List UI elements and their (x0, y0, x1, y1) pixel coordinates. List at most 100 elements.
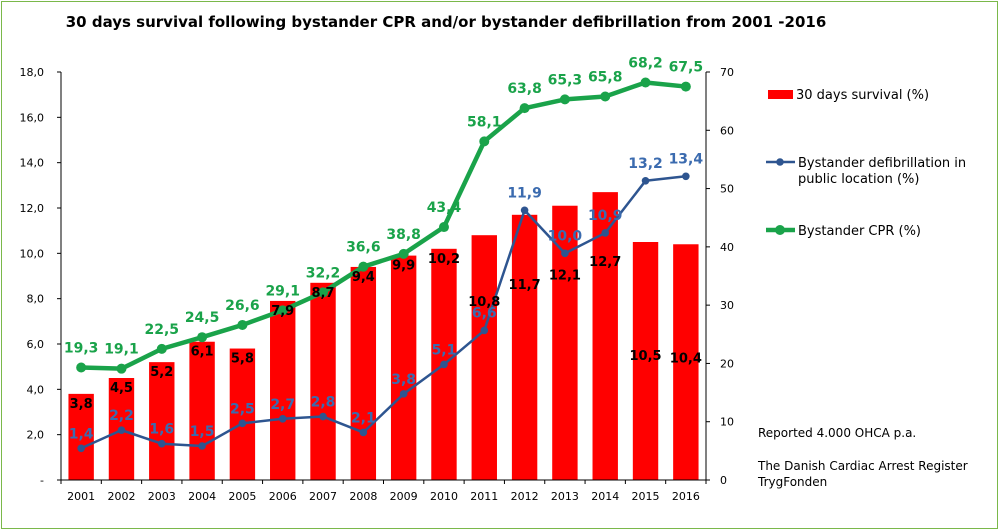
defib-point-2014 (601, 229, 610, 237)
bar-2015 (632, 242, 659, 480)
bar-label-2002: 4,5 (110, 381, 133, 396)
x-tick-label: 2007 (309, 490, 337, 503)
x-tick-label: 2013 (551, 490, 579, 503)
defib-label-2007: 2,8 (311, 395, 336, 411)
cpr-label-2008: 36,6 (346, 240, 381, 256)
x-tick-label: 2010 (430, 490, 458, 503)
bar-2012 (511, 214, 538, 481)
x-tick-label: 2016 (672, 490, 700, 503)
bar-2007 (310, 282, 336, 480)
bar-2016 (673, 244, 699, 480)
defib-label-2005: 2,5 (230, 401, 255, 417)
source-line-1: The Danish Cardiac Arrest Register (757, 459, 968, 473)
annotations: Reported 4.000 OHCA p.a. The Danish Card… (757, 426, 968, 489)
x-tick-label: 2005 (228, 490, 256, 503)
cpr-label-2005: 26,6 (225, 298, 260, 314)
left-tick-label: 16,0 (20, 111, 45, 124)
x-tick-label: 2006 (269, 490, 297, 503)
defib-point-2003 (157, 439, 166, 448)
left-tick-label: 18,0 (20, 66, 45, 79)
left-tick-label: - (40, 474, 44, 487)
x-tick-label: 2008 (349, 490, 377, 503)
defib-point-2010 (440, 360, 448, 369)
bar-2006 (270, 300, 296, 480)
axes: - 2,0 4,0 6,0 8,0 10,0 12,0 14,0 16,0 18,0 0 10 20 30… (20, 66, 735, 503)
left-tick-label: 2,0 (27, 429, 45, 442)
source-line-2: TrygFonden (757, 475, 827, 489)
legend-label-defib: Bystander defibrillation in (798, 156, 966, 171)
bar-label-2013: 12,1 (549, 269, 581, 284)
bar-2011 (471, 235, 497, 480)
right-tick-label: 50 (720, 183, 734, 196)
defib-label-2016: 13,4 (669, 151, 704, 167)
defib-label-2001: 1,4 (69, 426, 94, 442)
bar-label-2016: 10,4 (670, 351, 702, 366)
bar-2001 (68, 393, 94, 480)
defib-point-2016 (682, 172, 690, 181)
cpr-point-2010 (438, 222, 449, 233)
bar-2014 (592, 192, 618, 480)
right-tick-label: 10 (720, 416, 734, 429)
defib-point-2004 (198, 442, 206, 450)
bar-label-2014: 12,7 (589, 255, 621, 270)
legend: 30 days survival (%) Bystander defibrilla… (766, 88, 966, 239)
defib-label-2011: 6,6 (472, 305, 497, 321)
bar-label-2011: 10,8 (468, 295, 500, 310)
right-tick-label: 0 (720, 474, 727, 487)
defib-label-2006: 2,7 (270, 397, 295, 413)
cpr-point-2004 (197, 332, 208, 343)
left-tick-label: 14,0 (20, 157, 45, 170)
defib-point-2008 (359, 428, 368, 437)
x-tick-label: 2001 (67, 490, 95, 503)
right-tick-label: 40 (720, 241, 734, 254)
cpr-label-2004: 24,5 (185, 310, 220, 326)
data-labels: 3,8 4,5 5,2 6,1 5,8 7,9 8,7 9,4 9,9 10,2 10,8 11,7 1… (64, 55, 703, 442)
bar-label-2012: 11,7 (509, 278, 541, 293)
defib-label-2002: 2,2 (109, 408, 134, 424)
cpr-point-2016 (680, 81, 691, 92)
x-tick-label: 2015 (632, 490, 660, 503)
left-tick-label: 4,0 (27, 383, 45, 396)
legend-label-bar: 30 days survival (%) (796, 88, 929, 103)
defib-point-2009 (399, 390, 408, 398)
right-tick-label: 60 (720, 124, 734, 137)
defib-point-2007 (319, 412, 327, 421)
cpr-label-2013: 65,3 (548, 72, 583, 88)
chart-title: 30 days survival following bystander CPR… (66, 13, 827, 31)
right-tick-label: 30 (720, 299, 734, 312)
defib-point-2015 (641, 177, 650, 185)
right-tick-label: 20 (720, 357, 734, 370)
cpr-point-2005 (237, 319, 248, 330)
cpr-label-2010: 43,4 (427, 200, 462, 216)
defib-label-2012: 11,9 (507, 185, 542, 201)
bar-label-2007: 8,7 (312, 286, 335, 301)
cpr-point-2007 (318, 287, 329, 298)
defib-label-2009: 3,8 (391, 372, 416, 388)
bar-2005 (229, 348, 256, 480)
bar-label-2008: 9,4 (352, 270, 375, 285)
defib-label-2014: 10,9 (588, 208, 623, 224)
x-tick-label: 2011 (470, 490, 498, 503)
cpr-point-2002 (116, 363, 127, 374)
left-tick-label: 6,0 (27, 338, 45, 351)
legend-swatch-bar (768, 90, 793, 99)
cpr-point-2008 (358, 261, 369, 272)
bar-label-2006: 7,9 (271, 304, 294, 319)
defib-label-2015: 13,2 (628, 156, 663, 172)
bar-series (68, 192, 699, 481)
legend-label-cpr: Bystander CPR (%) (798, 224, 921, 239)
cpr-point-2014 (600, 91, 611, 102)
cpr-label-2002: 19,1 (104, 342, 139, 358)
defib-label-2003: 1,6 (149, 422, 174, 438)
bar-2009 (390, 255, 417, 480)
bar-2003 (149, 362, 175, 480)
defib-point-2012 (520, 206, 529, 215)
defib-line (80, 175, 686, 450)
cpr-point-2015 (640, 77, 651, 88)
bar-label-2003: 5,2 (150, 365, 173, 380)
reported-note: Reported 4.000 OHCA p.a. (758, 426, 916, 440)
defib-point-2005 (238, 419, 247, 428)
cpr-label-2014: 65,8 (588, 69, 623, 85)
cpr-point-2003 (156, 343, 167, 354)
